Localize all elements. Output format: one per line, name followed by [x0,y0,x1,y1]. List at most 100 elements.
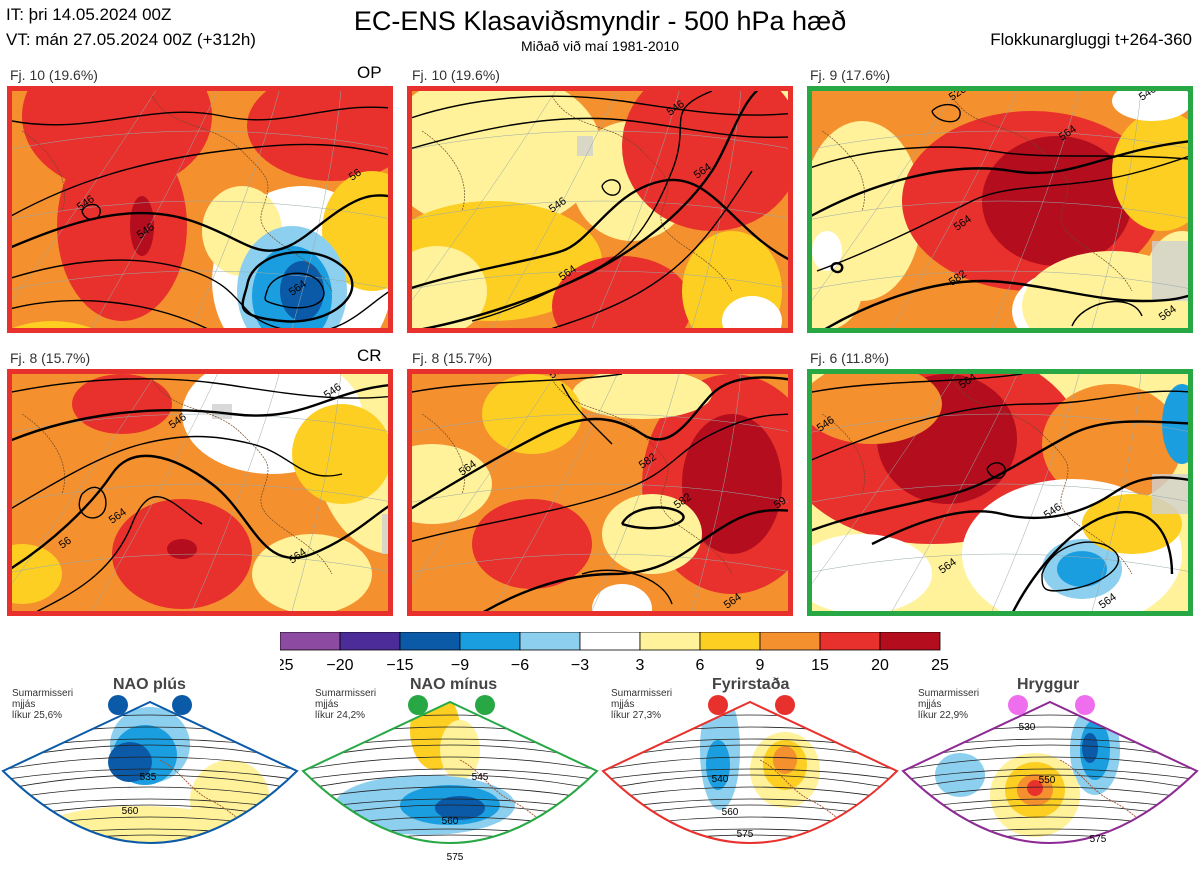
regime-contour [3,786,297,801]
regime-anomaly [435,796,485,820]
parallel-line [412,483,788,503]
masked-area [577,136,593,156]
regime-marker [475,695,495,715]
regime-contour-label: 560 [442,816,459,827]
regime-anomaly [706,740,730,790]
regime-contour [603,786,897,801]
height-contour [812,146,1188,169]
height-contour [812,140,1188,217]
height-contour [620,506,685,530]
height-contour [986,462,1006,479]
meridian-line [191,91,280,328]
panel-1-tag: OP [357,63,382,82]
panel-3-label: Fj. 9 (17.6%) [810,67,891,83]
anomaly-area [412,91,602,231]
colorbar-tick-label: −6 [511,657,529,674]
colorbar-segment [879,632,941,651]
contour-label: 59 [772,495,788,512]
regime-contour [600,847,900,860]
height-contour [551,170,753,328]
height-contour [412,376,788,510]
height-contour [830,261,844,274]
meridian-line [191,374,280,611]
parallel-line [812,270,1188,290]
colorbar-segment [399,632,461,651]
regime-marker [108,695,128,715]
valid-time: VT: mán 27.05.2024 00Z (+312h) [6,30,256,49]
regime-contour [3,774,297,791]
regime-contour [903,756,1197,771]
regime-contour-label: 550 [1039,775,1056,786]
anomaly-colorbar: −25 −20 −15 −9 −6 −3 3 6 9 15 20 25 [280,632,949,674]
height-contour [12,143,388,217]
masked-area [212,404,232,419]
meridian-line [991,374,1080,611]
colorbar-segment [639,632,701,651]
height-contour [1012,511,1174,611]
meridian-line [412,374,556,584]
height-contour [931,104,961,123]
masked-area [1152,241,1188,301]
regime-marker [1008,695,1028,715]
regime-contour-label: 575 [1090,834,1107,845]
regime-anomaly [773,746,797,774]
meridian-line [812,91,956,301]
colorbar-tick-label: 25 [931,657,949,674]
masked-area [1152,474,1188,514]
regime-map-nao-plus: 535 560 [1,695,299,844]
regime-contour [603,774,897,791]
meridian-line [491,91,618,328]
page-subtitle: Miðað við maí 1981-2010 [521,38,679,54]
colorbar-segment [519,632,581,651]
coastline [151,378,333,575]
anomaly-area [1112,91,1188,121]
parallel-line [412,130,788,150]
contour-label: 56 [347,167,364,184]
height-contour [816,155,1188,272]
height-contour [1041,541,1120,592]
regime-frame [1,700,299,844]
parallel-line [12,270,388,290]
parallel-line [12,200,388,220]
anomaly-area [292,404,388,504]
page-title: EC-ENS Klasaviðsmyndir - 500 hPa hæð [353,6,847,36]
coastline [551,95,733,292]
panel-4-label: Fj. 8 (15.7%) [10,350,91,366]
regime-anomaly [935,753,985,797]
regime-contour-label: 530 [1019,722,1036,733]
colorbar-tick-label: −20 [326,657,353,674]
height-contour [412,178,788,290]
regime-marker [408,695,428,715]
regime-contour [3,756,297,771]
issue-time: IT: þri 14.05.2024 00Z [6,5,172,24]
parallel-line [812,553,1188,573]
meridian-line [91,374,218,611]
height-contour [12,378,388,399]
meridian-line [412,91,556,301]
regime-contour [903,774,1197,791]
anomaly-area [252,534,372,611]
regime-4-title: Hryggur [1017,676,1080,693]
colorbar-segment [280,632,341,651]
anomaly-area [12,321,92,328]
map-svg: 56456458258256459 [412,374,788,611]
regime-contour-label: 545 [472,772,489,783]
colorbar-segment [699,632,761,651]
panel-2-label: Fj. 10 (19.6%) [412,67,500,83]
coastline [151,95,333,292]
parallel-line [412,200,788,220]
panel-4-tag: CR [357,346,382,365]
regime-contour-label: 575 [737,829,754,840]
regime-contour-label: 575 [447,852,464,863]
regime-contour [3,834,297,843]
meridian-line [12,91,156,301]
height-contour [483,508,788,611]
colorbar-tick-label: 9 [756,657,765,674]
parallel-line [812,483,1188,503]
regime-2-title: NAO mínus [410,676,498,693]
regime-contour-label: 560 [722,807,739,818]
anomaly-area [812,231,842,271]
colorbar-tick-label: 3 [636,657,645,674]
regime-1-title: NAO plús [113,676,186,693]
